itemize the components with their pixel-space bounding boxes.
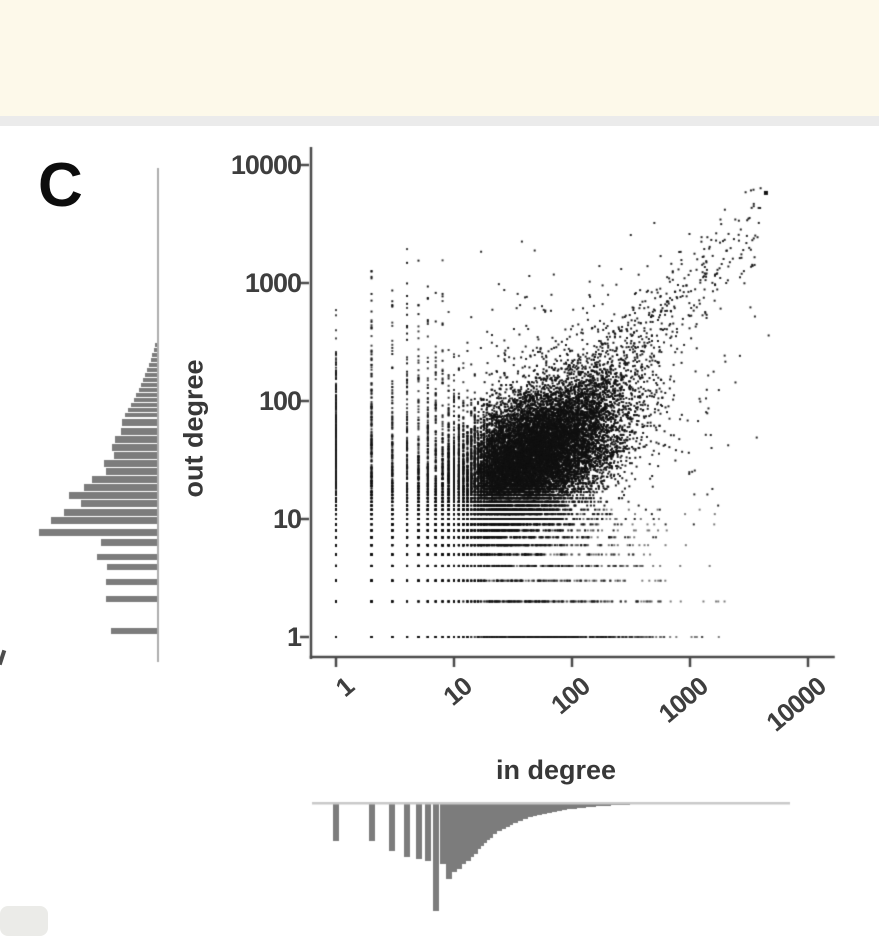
- y-axis-title: out degree: [178, 359, 209, 498]
- y-tick-label-100: 100: [258, 386, 302, 416]
- x-axis-title: in degree: [495, 755, 617, 785]
- y-tick-label-10: 10: [272, 504, 302, 534]
- panel-label: C: [38, 151, 83, 220]
- y-tick-label-10000: 10000: [230, 150, 302, 180]
- corner-smudge-artifact: [0, 906, 48, 936]
- y-tick-label-1: 1: [286, 622, 302, 652]
- y-tick-label-1000: 1000: [244, 268, 302, 298]
